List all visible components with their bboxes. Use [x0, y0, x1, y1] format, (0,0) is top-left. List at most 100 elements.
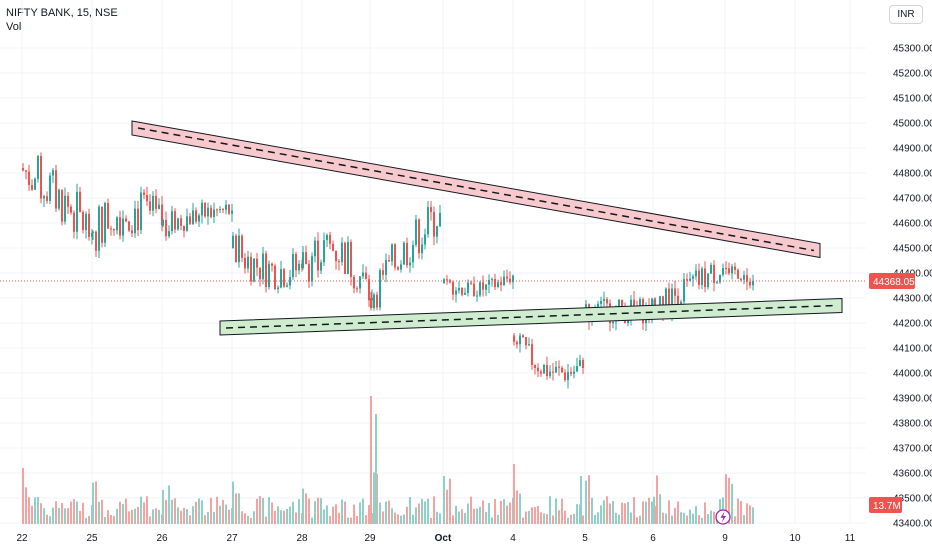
volume-bar — [222, 499, 224, 524]
volume-bar — [528, 511, 530, 524]
candle-body — [722, 268, 724, 275]
flash-icon[interactable] — [715, 509, 731, 525]
volume-bar — [558, 510, 560, 524]
volume-bar — [128, 511, 130, 524]
volume-bar — [385, 501, 387, 524]
volume-bar — [210, 497, 212, 524]
candle-body — [461, 288, 463, 295]
x-tick-label: Oct — [435, 533, 452, 544]
volume-bar — [737, 498, 739, 524]
candle-body — [28, 171, 30, 186]
volume-bar — [668, 500, 670, 524]
candle-body — [479, 282, 481, 296]
candle-body — [104, 202, 106, 243]
volume-bar — [467, 503, 469, 524]
candle-body — [265, 253, 267, 288]
candle-body — [131, 230, 133, 234]
volume-bar — [473, 508, 475, 524]
candle-body — [201, 202, 203, 216]
y-tick-label: 45200.00 — [893, 69, 932, 80]
candle-body — [259, 267, 261, 280]
volume-bar — [621, 502, 623, 524]
candle-body — [707, 273, 709, 288]
volume-bar — [615, 512, 617, 524]
currency-button[interactable]: INR — [889, 5, 923, 24]
volume-bar — [570, 514, 572, 524]
y-tick-label: 44900.00 — [893, 144, 932, 155]
volume-bar — [546, 514, 548, 524]
volume-bar — [365, 515, 367, 524]
volume-bar — [55, 501, 57, 524]
volume-bar — [704, 502, 706, 524]
y-tick-label: 43700.00 — [893, 444, 932, 455]
candle-body — [415, 219, 417, 245]
volume-bar — [580, 476, 582, 524]
candle-body — [140, 192, 142, 231]
symbol-legend[interactable]: NIFTY BANK, 15, NSE — [6, 7, 118, 19]
x-tick-label: 10 — [789, 533, 801, 544]
volume-bar — [680, 512, 682, 524]
volume-bar — [509, 502, 511, 524]
candle-body — [665, 288, 667, 314]
candle-body — [579, 360, 581, 367]
candle-body — [350, 241, 352, 277]
volume-bar — [350, 517, 352, 524]
candle-body — [70, 206, 72, 213]
resistance-trendline — [137, 127, 815, 252]
volume-bar — [603, 500, 605, 524]
volume-bar — [752, 507, 754, 524]
volume-bar — [238, 493, 240, 524]
candle-body — [485, 284, 487, 290]
candle-body — [710, 264, 712, 274]
candle-body — [228, 204, 230, 214]
volume-bar — [379, 502, 381, 524]
candle-body — [216, 209, 218, 211]
volume-bar — [686, 515, 688, 524]
last-volume-badge — [869, 497, 902, 513]
volume-bar — [70, 501, 72, 524]
volume-bar — [388, 500, 390, 524]
volume-bar — [323, 509, 325, 524]
candle-body — [606, 299, 608, 304]
volume-bar — [567, 517, 569, 524]
candle-body — [359, 276, 361, 289]
candle-body — [92, 231, 94, 233]
candle-body — [314, 240, 316, 257]
candle-body — [621, 299, 623, 311]
candle-body — [516, 341, 518, 345]
candle-body — [749, 281, 751, 286]
candle-body — [734, 266, 736, 270]
candle-body — [274, 265, 276, 290]
volume-bar — [689, 509, 691, 524]
candle-body — [67, 195, 69, 207]
resistance-channel[interactable] — [131, 120, 821, 259]
volume-legend[interactable]: Vol — [6, 21, 22, 33]
last-volume-value: 13.7M — [873, 501, 901, 512]
volume-bar — [731, 483, 733, 524]
volume-bar — [707, 514, 709, 524]
candle-body — [421, 244, 423, 254]
volume-bar — [216, 496, 218, 524]
candle-body — [341, 242, 343, 263]
volume-bar — [158, 509, 160, 524]
candle-body — [737, 269, 739, 279]
volume-bar — [73, 499, 75, 524]
candle-body — [409, 262, 411, 266]
volume-bar — [305, 493, 307, 524]
volume-bar — [642, 501, 644, 524]
volume-bar — [653, 496, 655, 524]
x-tick-label: 9 — [722, 533, 728, 544]
volume-bar — [28, 497, 30, 524]
volume-bar — [406, 506, 408, 524]
volume-bar — [180, 510, 182, 524]
volume-bar — [633, 497, 635, 524]
volume-bar — [228, 509, 230, 524]
candle-body — [725, 268, 727, 269]
candle-body — [394, 244, 396, 268]
volume-bar — [113, 516, 115, 524]
volume-bar — [362, 498, 364, 524]
candle-body — [88, 213, 90, 237]
volume-bar — [347, 517, 349, 524]
volume-bar — [636, 517, 638, 524]
